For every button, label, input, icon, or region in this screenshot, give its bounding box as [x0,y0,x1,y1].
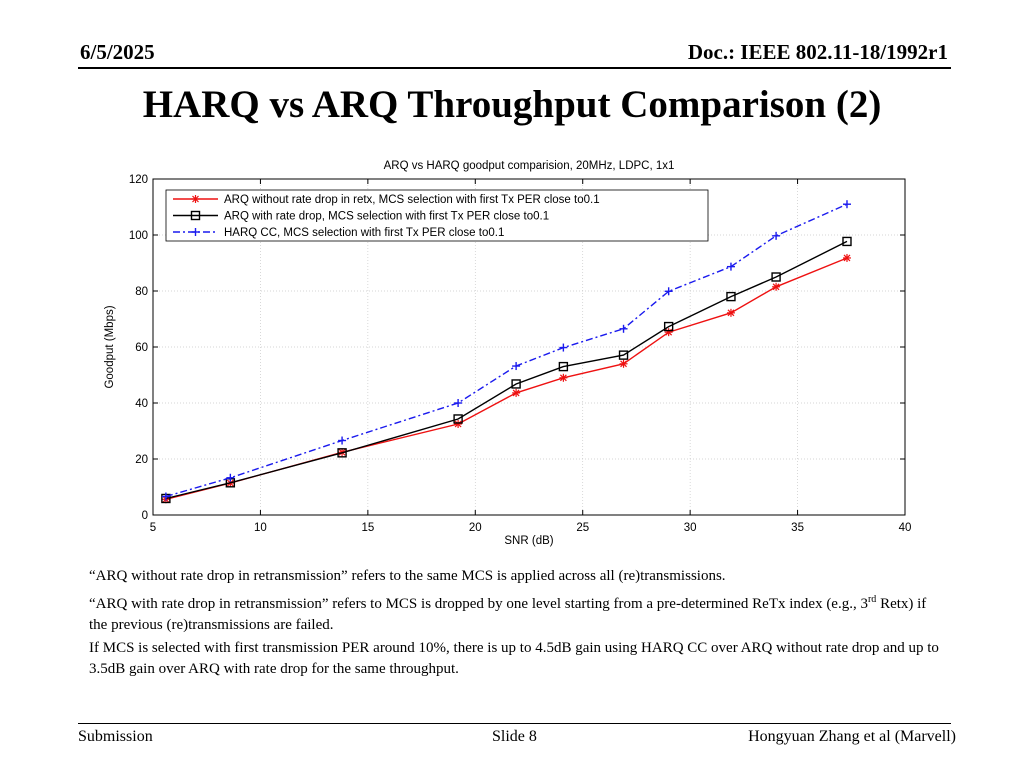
y-tick-label: 80 [135,286,148,298]
data-point-s1 [842,253,851,262]
data-point-s1 [512,388,521,397]
y-tick-label: 40 [135,398,148,410]
data-point-s3 [559,343,568,352]
x-axis-label: SNR (dB) [504,535,553,547]
x-tick-label: 5 [150,522,156,534]
note-arq-rate-drop-text-a: “ARQ with rate drop in retransmission” r… [89,596,868,612]
y-tick-label: 0 [142,510,148,522]
note-arq-rate-drop-text-b: Retx) if the previous (re)transmissions … [89,596,927,633]
y-tick-label: 100 [129,230,148,242]
marker-square [771,272,781,282]
x-tick-label: 25 [576,522,589,534]
chart-title: ARQ vs HARQ goodput comparision, 20MHz, … [384,160,675,172]
data-point-s3 [512,362,521,371]
data-point-s2 [453,414,463,424]
marker-square [663,321,674,332]
data-point-s1 [772,282,781,291]
data-point-s2 [842,236,852,247]
marker-star-d2 [727,309,735,317]
footer-slide-number: Slide 8 [492,728,537,745]
data-point-s2 [618,350,629,360]
data-point-s1 [559,373,568,382]
legend-marker-1 [191,195,200,203]
legend: ARQ without rate drop in retx, MCS selec… [165,189,709,242]
data-point-s3 [664,287,673,296]
legend-label-2: ARQ with rate drop, MCS selection with f… [224,211,549,223]
data-point-s2 [726,291,736,302]
marker-star-d2 [559,374,567,382]
axis-ticks: 5 10 15 20 25 30 35 40 0 20 40 60 80 100 120 [129,174,912,534]
data-point-s2 [771,272,781,282]
x-tick-label: 10 [254,522,267,534]
y-tick-label: 20 [135,454,148,466]
data-point-s3 [161,492,170,501]
series-line-2 [165,240,848,500]
data-point-s1 [454,420,463,428]
series-line-1 [165,257,848,500]
x-tick-label: 30 [684,522,697,534]
marker-star-d2 [843,254,851,262]
data-point-s3 [338,436,347,445]
legend-marker-2 [190,210,201,221]
legend-label-1: ARQ without rate drop in retx, MCS selec… [224,194,600,206]
data-point-s1 [726,308,735,317]
data-point-s3 [619,324,628,333]
series-line-3 [165,203,848,498]
marker-star-d2 [772,283,780,291]
marker-square [842,236,852,247]
y-tick-label: 60 [135,342,148,354]
header-doc-id: Doc.: IEEE 802.11-18/1992r1 [687,40,948,64]
marker-square [618,350,629,360]
slide-title: HARQ vs ARQ Throughput Comparison (2) [142,83,882,126]
data-point-s3 [842,200,851,209]
header-rule [78,67,951,69]
x-tick-label: 35 [791,522,804,534]
data-point-s1 [664,328,673,337]
note-superscript: rd [867,594,877,605]
marker-star-d2 [192,195,199,203]
legend-label-3: HARQ CC, MCS selection with first Tx PER… [224,227,504,239]
data-point-s2 [511,379,521,389]
data-point-s3 [726,262,735,271]
marker-star-d2 [512,389,520,397]
y-tick-label: 120 [129,174,148,186]
marker-square [337,448,347,458]
x-tick-label: 15 [361,522,374,534]
x-tick-label: 20 [469,522,482,534]
marker-square [726,291,736,302]
marker-star-d2 [454,420,462,428]
notes-block: “ARQ without rate drop in retransmission… [89,566,939,682]
marker-square [190,210,201,221]
series-group [161,200,852,504]
data-point-s2 [663,321,674,332]
legend-marker-3 [191,228,200,236]
data-point-s3 [454,399,463,407]
footer-submission: Submission [78,728,153,745]
marker-star-d2 [620,360,627,368]
data-point-s2 [337,448,347,458]
data-point-s3 [772,231,781,240]
footer-authors: Hongyuan Zhang et al (Marvell) [748,728,956,745]
note-gain-summary: If MCS is selected with first transmissi… [89,640,939,677]
header-date: 6/5/2025 [80,40,155,64]
note-arq-rate-drop: “ARQ with rate drop in retransmission” r… [89,589,939,636]
note-arq-no-rate-drop: “ARQ without rate drop in retransmission… [89,568,726,584]
x-tick-label: 40 [899,522,912,534]
goodput-chart: ARQ vs HARQ goodput comparision, 20MHz, … [104,160,912,547]
data-point-s2 [558,361,569,372]
y-axis-label: Goodput (Mbps) [104,305,116,388]
data-point-s3 [226,473,235,482]
footer-rule [78,723,951,724]
legend-box [165,189,709,242]
data-point-s1 [619,359,628,368]
marker-square [511,379,521,389]
marker-square [453,414,463,424]
marker-square [558,361,569,372]
